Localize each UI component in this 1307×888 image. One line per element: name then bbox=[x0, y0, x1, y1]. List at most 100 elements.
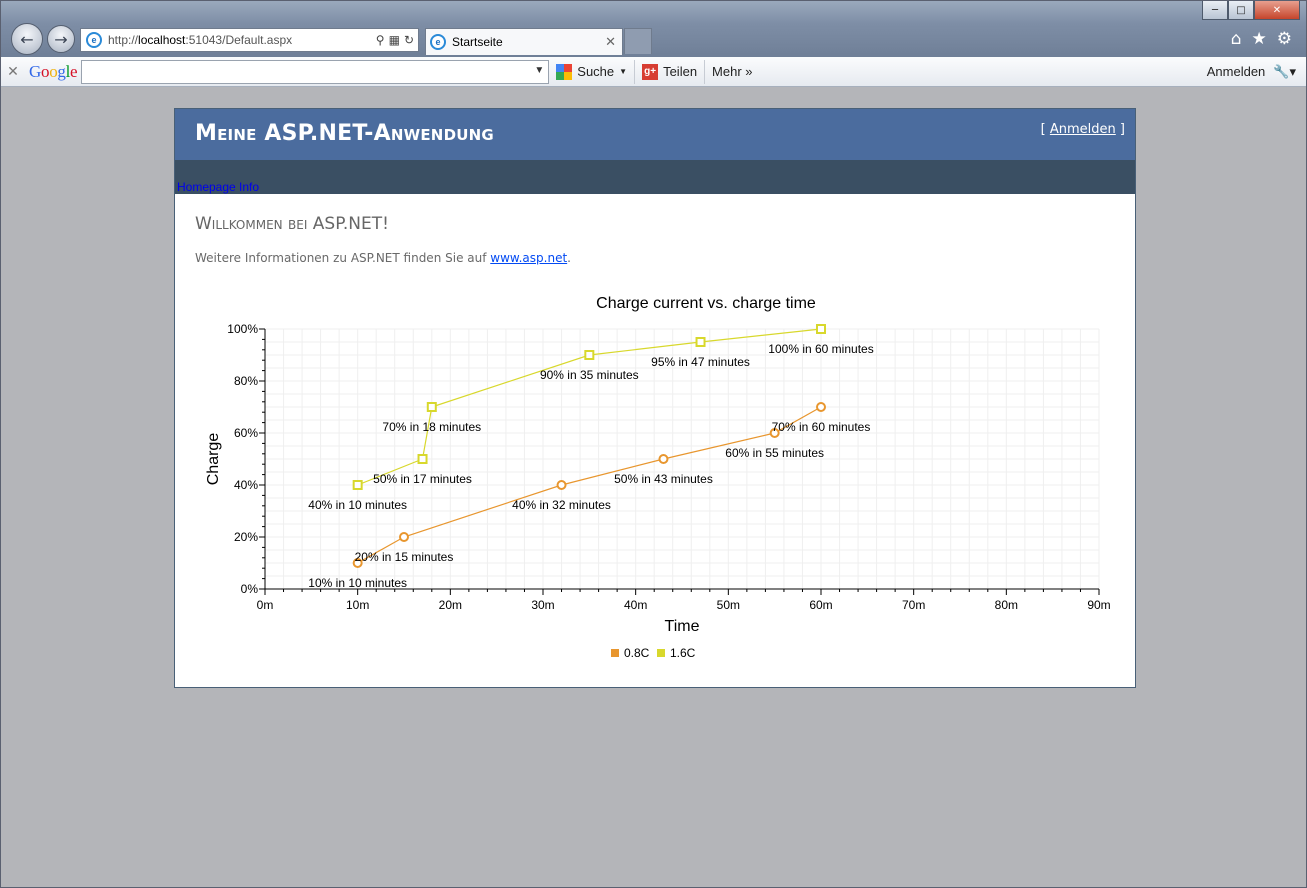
home-icon[interactable]: ⌂ bbox=[1230, 29, 1242, 49]
forward-button[interactable]: → bbox=[47, 25, 75, 53]
data-label: 50% in 43 minutes bbox=[614, 472, 713, 486]
data-label: 100% in 60 minutes bbox=[768, 342, 873, 356]
new-tab-button[interactable] bbox=[624, 28, 652, 54]
google-toolbar: ✕ Google ▼ Suche ▼ g+ Teilen Mehr » Anme… bbox=[1, 57, 1306, 87]
chart-svg: Charge current vs. charge time 0m 10m 20m 30… bbox=[205, 295, 1111, 660]
data-point-square bbox=[352, 480, 363, 490]
series-line bbox=[357, 328, 822, 486]
data-label: 70% in 18 minutes bbox=[382, 420, 481, 434]
info-prefix: Weitere Informationen zu ASP.NET finden … bbox=[195, 251, 491, 265]
minimize-button[interactable]: ─ bbox=[1202, 1, 1228, 20]
data-label: 40% in 32 minutes bbox=[512, 498, 611, 512]
legend-swatch bbox=[611, 649, 619, 657]
refresh-icon[interactable]: ↻ bbox=[403, 33, 414, 47]
login-link[interactable]: Anmelden bbox=[1049, 122, 1116, 137]
address-tools: ⚲ ▦ ↻ bbox=[376, 33, 418, 47]
data-point-circle bbox=[399, 532, 409, 542]
login-bracket-close: ] bbox=[1115, 122, 1125, 137]
signin-link[interactable]: Anmelden bbox=[1206, 64, 1266, 79]
share-button[interactable]: g+ Teilen bbox=[635, 59, 706, 84]
data-point-circle bbox=[658, 454, 669, 464]
main-content: Willkommen bei ASP.NET! Weitere Informat… bbox=[175, 194, 1135, 265]
google-search-icon bbox=[556, 63, 573, 80]
favorites-star-icon[interactable]: ★ bbox=[1251, 29, 1267, 49]
close-window-button[interactable]: ✕ bbox=[1254, 1, 1300, 20]
arrow-left-icon: ← bbox=[20, 29, 34, 49]
x-tick-label: 70m bbox=[902, 598, 925, 612]
site-header: Meine ASP.NET-Anwendung [ Anmelden ] bbox=[175, 109, 1135, 160]
x-axis-label: Time bbox=[665, 618, 700, 635]
data-point-square bbox=[816, 324, 826, 334]
gear-icon[interactable]: ⚙ bbox=[1276, 29, 1292, 49]
chart-title: Charge current vs. charge time bbox=[596, 295, 816, 312]
toolbar-right: Anmelden 🔧▾ bbox=[1207, 64, 1306, 80]
data-label: 10% in 10 minutes bbox=[308, 576, 407, 590]
site-title: Meine ASP.NET-Anwendung bbox=[195, 121, 494, 146]
data-point-circle bbox=[769, 428, 780, 438]
y-tick-label: 40% bbox=[234, 478, 258, 492]
more-label: Mehr » bbox=[712, 64, 753, 79]
data-label: 95% in 47 minutes bbox=[651, 355, 750, 369]
data-point-square bbox=[417, 454, 428, 464]
login-bracket-open: [ bbox=[1040, 122, 1050, 137]
tab-title: Startseite bbox=[452, 35, 503, 49]
series-line bbox=[357, 406, 822, 564]
url-host: localhost bbox=[138, 33, 186, 47]
chevron-down-icon[interactable]: ▼ bbox=[534, 64, 545, 76]
more-button[interactable]: Mehr » bbox=[705, 60, 759, 84]
info-text: Weitere Informationen zu ASP.NET finden … bbox=[195, 251, 1115, 265]
menu-bar: Homepage Info bbox=[175, 160, 1135, 194]
google-plus-icon: g+ bbox=[642, 63, 659, 80]
y-tick-label: 0% bbox=[241, 582, 259, 596]
y-tick-label: 100% bbox=[227, 322, 258, 336]
legend-label: 0.8C bbox=[624, 646, 650, 660]
y-tick-label: 20% bbox=[234, 530, 258, 544]
info-suffix: . bbox=[567, 251, 571, 265]
ie-page-icon: e bbox=[86, 32, 102, 48]
x-tick-label: 10m bbox=[346, 598, 369, 612]
address-bar[interactable]: e http://localhost:51043/Default.aspx ⚲ … bbox=[80, 28, 419, 52]
ie-tab-icon: e bbox=[430, 34, 446, 50]
menu-item-homepage-info[interactable]: Homepage Info bbox=[177, 180, 260, 194]
data-point-square bbox=[584, 350, 595, 360]
x-tick-label: 0m bbox=[257, 598, 274, 612]
charge-chart: Charge current vs. charge time 0m 10m 20m 30… bbox=[175, 289, 1135, 679]
x-tick-label: 90m bbox=[1087, 598, 1110, 612]
x-tick-label: 30m bbox=[531, 598, 554, 612]
google-search-input[interactable]: ▼ bbox=[81, 59, 550, 84]
data-label: 70% in 60 minutes bbox=[772, 420, 871, 434]
google-logo: Google bbox=[29, 61, 78, 81]
wrench-icon[interactable]: 🔧▾ bbox=[1273, 63, 1296, 79]
arrow-right-icon: → bbox=[54, 29, 68, 49]
x-tick-label: 40m bbox=[624, 598, 647, 612]
search-icon[interactable]: ⚲ bbox=[375, 33, 385, 47]
address-url[interactable]: http://localhost:51043/Default.aspx bbox=[108, 33, 292, 47]
page-container: Meine ASP.NET-Anwendung [ Anmelden ] Hom… bbox=[174, 108, 1136, 688]
data-label: 40% in 10 minutes bbox=[308, 498, 407, 512]
url-path: :51043/Default.aspx bbox=[185, 33, 293, 47]
browser-tab-active[interactable]: e Startseite ✕ bbox=[425, 28, 623, 55]
data-point-circle bbox=[816, 402, 826, 412]
y-tick-label: 80% bbox=[234, 374, 258, 388]
x-tick-label: 20m bbox=[439, 598, 462, 612]
maximize-button[interactable]: □ bbox=[1228, 1, 1254, 20]
data-point-circle bbox=[352, 558, 363, 568]
data-point-square bbox=[426, 402, 437, 412]
chevron-down-icon: ▼ bbox=[619, 67, 628, 76]
url-scheme: http:// bbox=[108, 33, 139, 47]
x-tick-label: 80m bbox=[995, 598, 1018, 612]
page-heading: Willkommen bei ASP.NET! bbox=[195, 214, 389, 234]
asp-net-link[interactable]: www.asp.net bbox=[490, 251, 568, 265]
browser-title-bar: ─ □ ✕ ← → e http://localhost:51043/Defau… bbox=[1, 1, 1306, 57]
login-display: [ Anmelden ] bbox=[1041, 122, 1125, 137]
tab-close-icon[interactable]: ✕ bbox=[605, 34, 616, 49]
back-button[interactable]: ← bbox=[11, 23, 43, 55]
browser-icons: ⌂ ★ ⚙ bbox=[1231, 29, 1292, 49]
toolbar-close-icon[interactable]: ✕ bbox=[7, 63, 19, 79]
google-search-button[interactable]: Suche ▼ bbox=[549, 59, 636, 84]
data-label: 60% in 55 minutes bbox=[725, 446, 824, 460]
compat-view-icon[interactable]: ▦ bbox=[388, 33, 400, 47]
y-tick-label: 60% bbox=[234, 426, 258, 440]
data-point-square bbox=[695, 337, 706, 347]
